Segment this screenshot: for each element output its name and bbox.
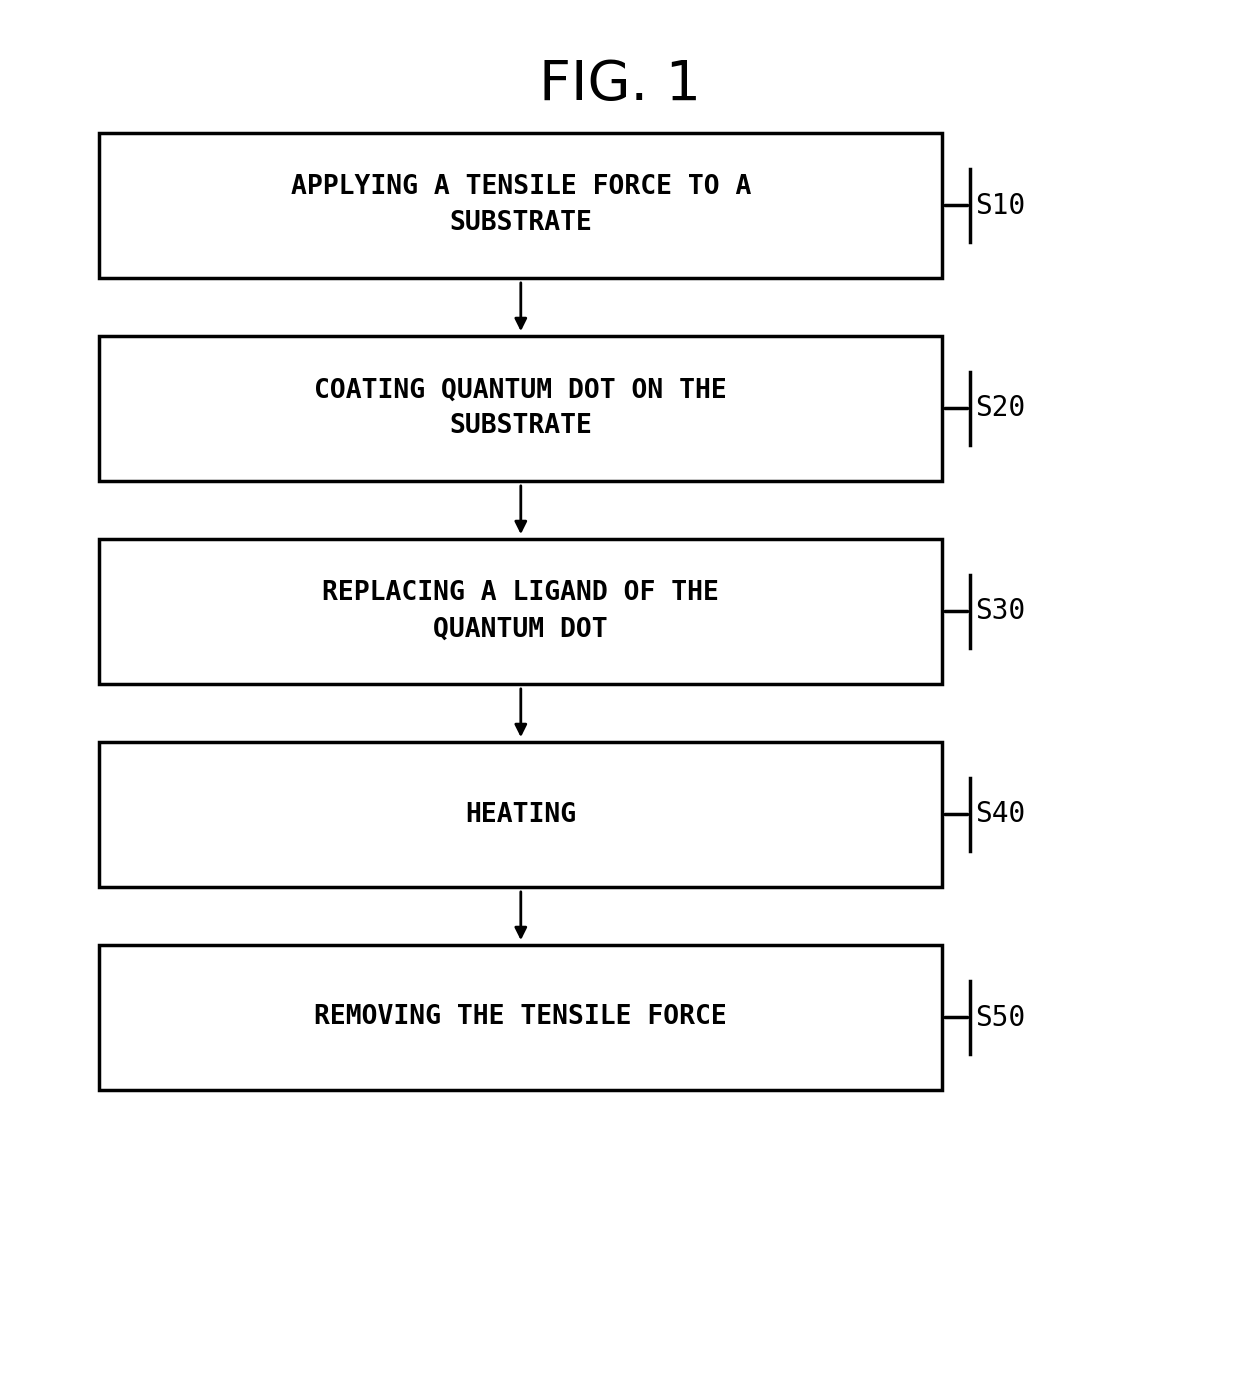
Text: HEATING: HEATING [465,802,577,827]
Text: COATING QUANTUM DOT ON THE
SUBSTRATE: COATING QUANTUM DOT ON THE SUBSTRATE [315,378,727,440]
Bar [99,743,942,887]
Text: REMOVING THE TENSILE FORCE: REMOVING THE TENSILE FORCE [315,1004,727,1030]
Text: S20: S20 [976,394,1025,422]
Text: REPLACING A LIGAND OF THE
QUANTUM DOT: REPLACING A LIGAND OF THE QUANTUM DOT [322,581,719,643]
Bar [99,133,942,278]
Text: FIG. 1: FIG. 1 [539,58,701,112]
Bar [99,945,942,1090]
Text: S50: S50 [976,1004,1025,1032]
Text: APPLYING A TENSILE FORCE TO A
SUBSTRATE: APPLYING A TENSILE FORCE TO A SUBSTRATE [290,174,751,236]
Text: S10: S10 [976,191,1025,220]
Bar [99,336,942,481]
Bar [99,539,942,685]
Text: S30: S30 [976,597,1025,625]
Text: S40: S40 [976,801,1025,828]
